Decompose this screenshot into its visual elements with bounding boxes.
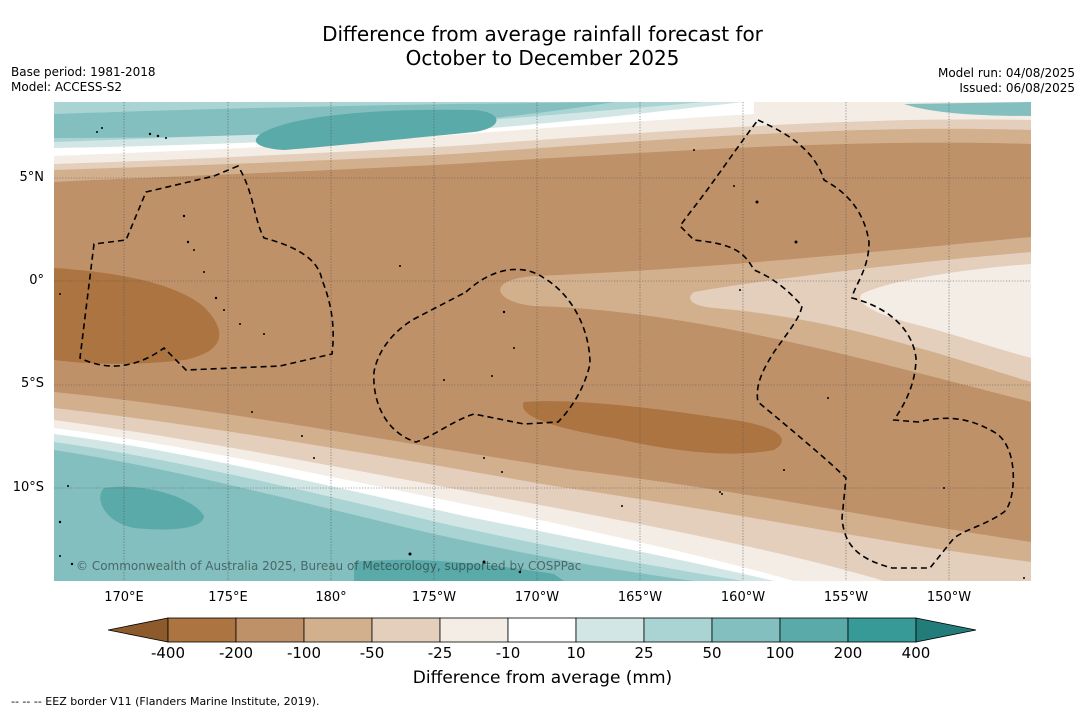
island-specks	[58, 127, 1025, 579]
eez-west	[79, 164, 334, 371]
north-east-teal	[904, 102, 1031, 116]
lon-label-180: 180°	[315, 590, 347, 605]
eez-central	[373, 268, 591, 443]
colorbar-tick-label: -200	[218, 644, 254, 662]
colorbar-swatches	[108, 617, 977, 643]
model-run-date: Model run: 04/08/2025	[937, 66, 1075, 80]
east-wedge-10	[860, 264, 1031, 358]
colorbar-tick-label: 200	[833, 644, 863, 662]
lon-label-170e: 170°E	[104, 590, 144, 605]
colorbar-extend-low	[108, 617, 169, 643]
colorbar-tick-label: 25	[634, 644, 654, 662]
map-title-line1: Difference from average rainfall forecas…	[322, 22, 763, 46]
colorbar-label: Difference from average (mm)	[412, 668, 673, 688]
colorbar-extend-high	[915, 617, 977, 643]
graticule	[54, 102, 1031, 581]
colorbar-tick-label: -400	[150, 644, 186, 662]
lat-label-5n: 5°N	[19, 170, 45, 185]
copyright-notice: © Commonwealth of Australia 2025, Bureau…	[76, 559, 582, 573]
north-band-teal-200	[255, 109, 497, 150]
lon-label-165w: 165°W	[617, 590, 663, 605]
south-band-teal-200	[100, 486, 204, 530]
colorbar-tick-label: 100	[765, 644, 795, 662]
colorbar-tick-label: 10	[566, 644, 586, 662]
colorbar-swatch	[643, 617, 713, 643]
rainfall-map-svg	[54, 102, 1031, 581]
colorbar-tick-label: -50	[359, 644, 385, 662]
south-band-teal-200-b	[354, 559, 564, 581]
eez-east	[678, 119, 1015, 569]
south-band-teal-100	[54, 450, 694, 581]
colorbar-swatch	[507, 617, 577, 643]
lon-label-170w: 170°W	[514, 590, 560, 605]
colorbar-tick-label: -100	[286, 644, 322, 662]
colorbar-swatch	[235, 617, 305, 643]
central-dry-tongue	[522, 401, 782, 454]
colorbar-swatch	[575, 617, 645, 643]
colorbar-tick-label: -10	[495, 644, 521, 662]
rainfall-map	[54, 102, 1031, 581]
colorbar-swatch	[847, 617, 917, 643]
lon-label-175w: 175°W	[411, 590, 457, 605]
lat-label-5s: 5°S	[20, 376, 44, 391]
colorbar-tick-label: -25	[427, 644, 453, 662]
lon-label-175e: 175°E	[208, 590, 248, 605]
lon-label-160w: 160°W	[720, 590, 766, 605]
colorbar-swatch	[439, 617, 509, 643]
eez-legend: -- -- -- EEZ border V11 (Flanders Marine…	[11, 695, 320, 708]
colorbar-swatch	[779, 617, 849, 643]
run-info: Model run: 04/08/2025 Issued: 06/08/2025	[938, 66, 1075, 96]
eez-borders	[79, 119, 1015, 569]
model-name: Model: ACCESS-S2	[11, 80, 123, 94]
lon-label-150w: 150°W	[926, 590, 972, 605]
model-info: Base period: 1981-2018 Model: ACCESS-S2	[11, 65, 156, 95]
colorbar-tick-label: 50	[702, 644, 722, 662]
map-title-line2: October to December 2025	[405, 46, 680, 70]
lat-label-10s: 10°S	[12, 480, 44, 495]
base-period: Base period: 1981-2018	[11, 65, 156, 79]
colorbar-swatch	[303, 617, 373, 643]
lon-label-155w: 155°W	[823, 590, 869, 605]
colorbar	[108, 617, 977, 643]
colorbar-swatch	[711, 617, 781, 643]
colorbar-swatch	[167, 617, 237, 643]
colorbar-swatch	[371, 617, 441, 643]
colorbar-tick-label: 400	[901, 644, 931, 662]
north-east-patch	[784, 102, 824, 122]
west-dry-core	[54, 268, 220, 364]
issued-date: Issued: 06/08/2025	[959, 81, 1075, 95]
lat-label-0: 0°	[29, 273, 44, 288]
